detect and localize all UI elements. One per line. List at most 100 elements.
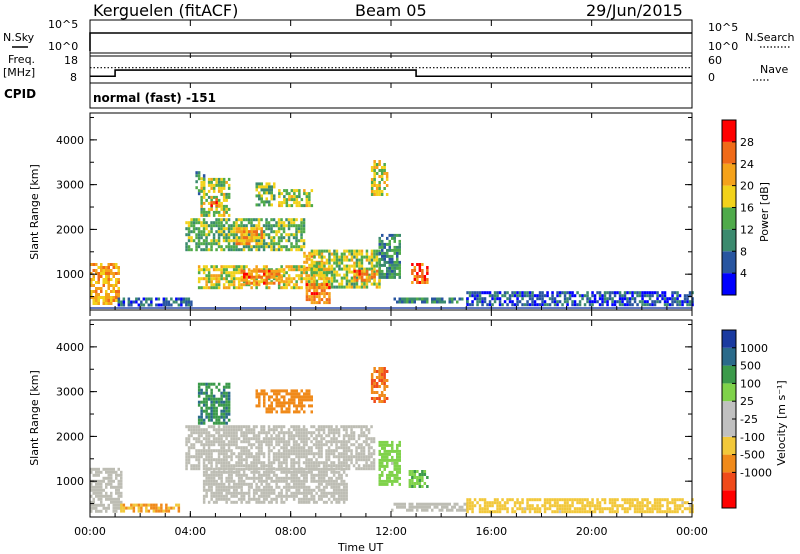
velocity-cell [215, 412, 218, 416]
velocity-cell [285, 473, 288, 477]
velocity-cell [292, 482, 296, 486]
nave-tick-bottom: 0 [708, 71, 715, 84]
velocity-cell [666, 507, 669, 511]
power-cell [418, 275, 422, 278]
velocity-cell [322, 470, 326, 474]
velocity-cell [347, 467, 351, 471]
power-cell [265, 188, 268, 192]
power-cell [626, 303, 629, 307]
power-cell [323, 289, 326, 293]
velocity-cell [282, 452, 286, 456]
power-cell [260, 200, 263, 204]
velocity-cell [225, 500, 228, 504]
velocity-cell [561, 510, 564, 514]
velocity-cell [393, 467, 396, 471]
power-cell [308, 195, 311, 199]
power-cell [232, 245, 236, 249]
power-cell [255, 224, 258, 228]
velocity-cell [250, 461, 253, 465]
velocity-cell [347, 455, 351, 459]
velocity-cell [207, 452, 211, 456]
power-cell [310, 280, 313, 284]
velocity-cell [227, 491, 231, 495]
power-cell [325, 258, 329, 262]
power-cell [302, 230, 306, 234]
power-cell [508, 297, 512, 301]
power-cell [300, 221, 303, 225]
power-cell [272, 248, 276, 252]
power-cell [252, 283, 256, 287]
power-cell [102, 281, 105, 284]
velocity-cell [416, 482, 419, 485]
power-cell [197, 245, 201, 249]
velocity-cell [222, 431, 226, 435]
power-cell [473, 291, 477, 295]
power-cell [663, 300, 667, 304]
velocity-cell [320, 446, 323, 450]
velocity-cell [212, 421, 216, 425]
power-cell [411, 300, 414, 304]
power-cell [393, 260, 396, 264]
velocity-cell [531, 507, 534, 511]
power-cell [92, 275, 95, 278]
power-cell [345, 258, 349, 262]
power-cell [573, 300, 577, 304]
velocity-cell [325, 482, 328, 486]
velocity-cell [518, 501, 522, 505]
velocity-cell [623, 507, 627, 511]
velocity-cell [290, 467, 293, 471]
velocity-cell [212, 400, 216, 404]
velocity-cell [252, 434, 256, 438]
velocity-cell [473, 504, 477, 508]
velocity-cell [320, 449, 323, 453]
velocity-cell [656, 501, 659, 505]
power-cell [112, 299, 115, 302]
power-cell [255, 227, 258, 231]
power-cell [313, 255, 316, 259]
velocity-cell [641, 510, 644, 514]
power-cell [162, 300, 166, 304]
velocity-cell [217, 440, 221, 444]
power-cell [355, 276, 359, 280]
power-cell [280, 269, 283, 273]
velocity-cell [185, 452, 188, 456]
velocity-cell [215, 449, 218, 453]
colorbar-swatch [722, 365, 736, 384]
velocity-cell [337, 500, 341, 504]
power-cell [202, 180, 206, 184]
velocity-cell [147, 503, 151, 507]
power-cell [631, 294, 634, 298]
velocity-cell [586, 504, 589, 508]
power-cell [275, 230, 278, 234]
power-cell [280, 218, 283, 222]
power-cell [393, 269, 396, 273]
power-cell [243, 227, 246, 231]
velocity-cell [466, 507, 469, 511]
velocity-cell [337, 461, 341, 465]
velocity-cell [327, 458, 331, 462]
power-cell [293, 192, 296, 196]
power-cell [217, 183, 221, 187]
power-cell [295, 242, 298, 246]
power-cell [212, 239, 216, 243]
power-cell [318, 295, 321, 299]
velocity-cell [282, 461, 286, 465]
power-cell [260, 230, 263, 234]
power-cell [591, 294, 594, 298]
velocity-cell [207, 449, 211, 453]
power-cell [596, 300, 599, 304]
power-cell [378, 266, 381, 270]
velocity-cell [310, 470, 313, 474]
power-cell [355, 249, 359, 253]
velocity-cell [225, 494, 228, 498]
velocity-cell [305, 476, 308, 480]
velocity-cell [305, 440, 308, 444]
power-cell [297, 248, 301, 252]
power-cell [288, 192, 291, 196]
velocity-cell [307, 491, 311, 495]
velocity-cell [300, 407, 303, 411]
velocity-cell [260, 461, 263, 465]
power-cell [626, 291, 629, 295]
velocity-cell [641, 504, 644, 508]
power-cell [688, 300, 692, 304]
